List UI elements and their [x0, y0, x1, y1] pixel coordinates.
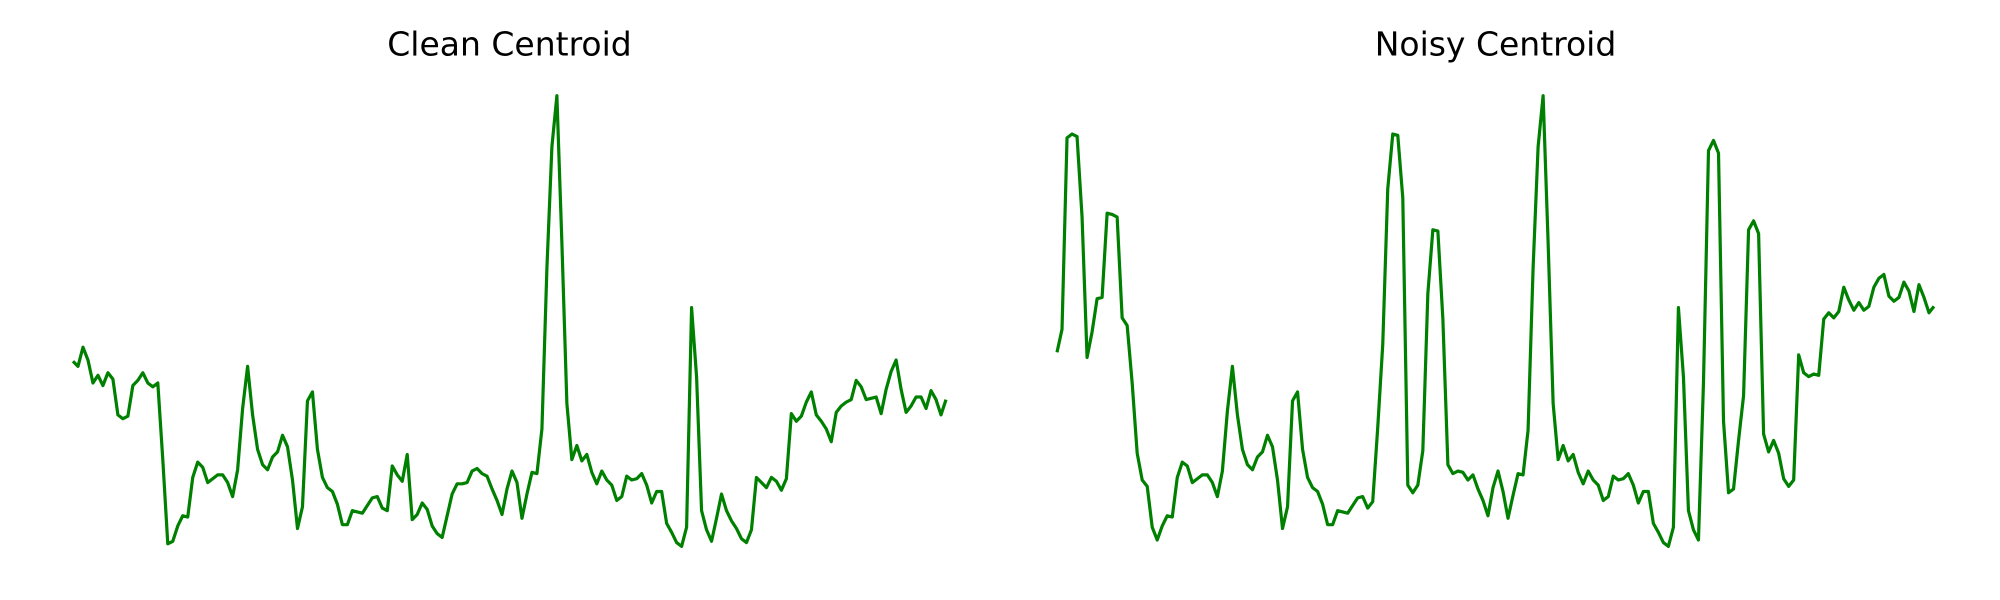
chart-title: Noisy Centroid	[1375, 25, 1617, 64]
chart-title: Clean Centroid	[387, 25, 632, 64]
data-line	[1055, 94, 1936, 548]
data-line	[71, 94, 948, 548]
